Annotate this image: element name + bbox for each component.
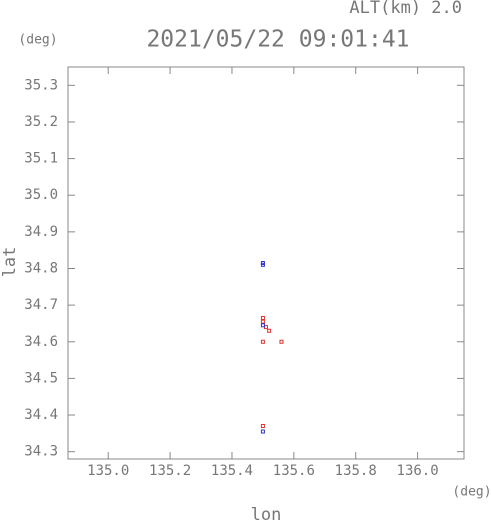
x-tick-label: 135.2 xyxy=(149,463,191,479)
point xyxy=(264,325,268,330)
altitude: ALT(km) 2.0 xyxy=(349,0,462,18)
point xyxy=(260,262,265,267)
x-unit: (deg) xyxy=(452,485,491,500)
y-tick-label: 34.4 xyxy=(24,407,58,423)
point xyxy=(260,339,265,344)
y-tick-label: 34.3 xyxy=(24,444,58,460)
y-tick-label: 34.7 xyxy=(24,297,58,313)
point xyxy=(260,319,265,324)
y-axis-label: lat xyxy=(0,247,20,278)
point xyxy=(260,315,265,320)
y-unit: (deg) xyxy=(18,33,57,48)
y-tick-label: 35.3 xyxy=(24,77,58,93)
point xyxy=(260,323,265,328)
x-tick-label: 136.0 xyxy=(397,463,439,479)
x-tick-label: 135.6 xyxy=(273,463,315,479)
point xyxy=(260,424,265,429)
chart-title: 2021/05/22 09:01:41 xyxy=(146,27,409,53)
x-tick-label: 135.0 xyxy=(87,463,129,479)
y-tick-label: 35.0 xyxy=(24,187,58,203)
y-tick-label: 34.5 xyxy=(24,370,58,386)
y-tick-label: 35.1 xyxy=(24,151,58,167)
point xyxy=(279,339,284,344)
x-axis-label: lon xyxy=(251,505,282,521)
plot-frame xyxy=(67,66,465,460)
y-tick-label: 35.2 xyxy=(24,114,58,130)
y-tick-label: 34.8 xyxy=(24,260,58,276)
point xyxy=(260,429,265,434)
y-tick-label: 34.6 xyxy=(24,334,58,350)
x-tick-label: 135.4 xyxy=(211,463,253,479)
y-tick-label: 34.9 xyxy=(24,224,58,240)
point xyxy=(267,328,272,333)
x-tick-label: 135.8 xyxy=(335,463,377,479)
